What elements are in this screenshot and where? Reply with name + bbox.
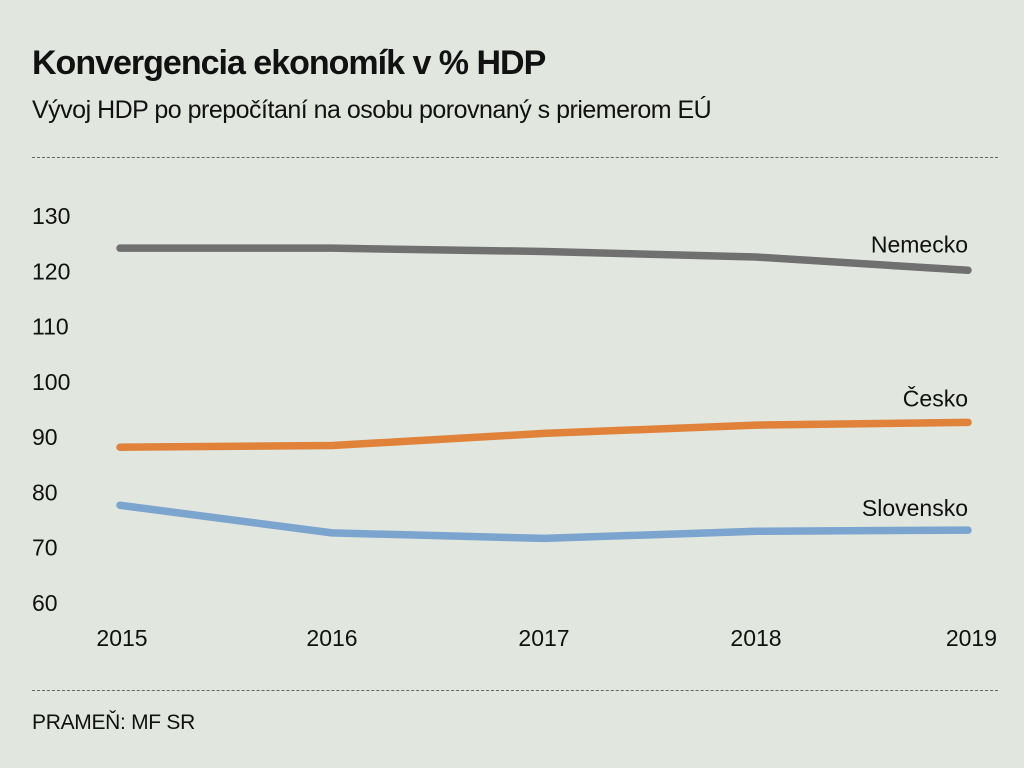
top-divider bbox=[32, 157, 998, 158]
y-tick-label: 60 bbox=[32, 590, 58, 616]
x-tick-label: 2018 bbox=[730, 625, 781, 651]
y-tick-label: 90 bbox=[32, 424, 58, 450]
series-line-nemecko bbox=[116, 244, 972, 275]
y-tick-label: 110 bbox=[32, 314, 69, 340]
chart-subtitle: Vývoj HDP po prepočítaní na osobu porovn… bbox=[32, 96, 712, 124]
y-axis-ticks: 130 120 110 100 90 80 70 60 bbox=[32, 203, 70, 616]
series-label: Nemecko bbox=[871, 231, 968, 257]
source-note: PRAMEŇ: MF SR bbox=[32, 711, 195, 734]
x-tick-label: 2016 bbox=[306, 625, 357, 651]
series-line-slovensko bbox=[116, 501, 972, 543]
x-tick-label: 2015 bbox=[96, 625, 147, 651]
y-tick-label: 70 bbox=[32, 535, 58, 561]
series-lines bbox=[116, 244, 972, 543]
x-axis-ticks: 2015 2016 2017 2018 2019 bbox=[96, 625, 997, 651]
y-tick-label: 80 bbox=[32, 479, 58, 505]
chart-title: Konvergencia ekonomík v % HDP bbox=[32, 44, 546, 82]
x-tick-label: 2017 bbox=[518, 625, 569, 651]
series-labels: Nemecko Česko Slovensko bbox=[862, 231, 968, 521]
y-tick-label: 130 bbox=[32, 203, 70, 229]
y-tick-label: 100 bbox=[32, 369, 70, 395]
x-tick-label: 2019 bbox=[946, 625, 997, 651]
y-tick-label: 120 bbox=[32, 258, 70, 284]
series-label: Slovensko bbox=[862, 495, 968, 521]
series-line-česko bbox=[116, 418, 972, 451]
bottom-divider bbox=[32, 690, 998, 691]
series-label: Česko bbox=[903, 384, 968, 411]
